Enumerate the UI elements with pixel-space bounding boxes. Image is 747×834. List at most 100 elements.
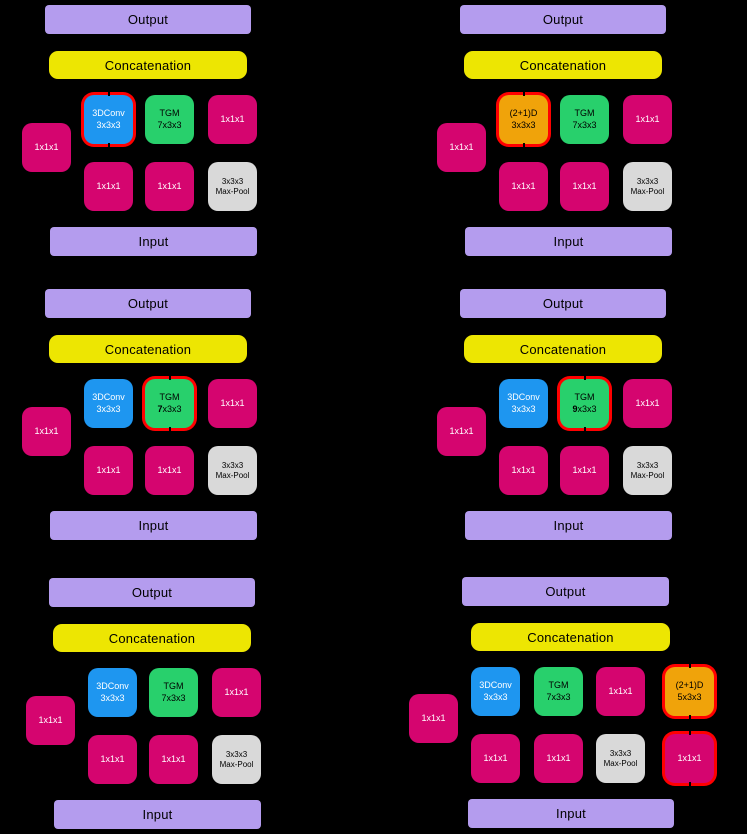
box-label: 1x1x1 [635,397,660,408]
left-1x1x1-box: 1x1x1 [26,696,75,745]
box-label-line2-rest: 3x3x3 [96,403,121,414]
maxpool-box: 3x3x3 Max-Pool [208,162,257,211]
box-label-line1: 3DConv [92,392,125,403]
input-label: Input [138,518,169,533]
box-label: 1x1x1 [449,141,474,152]
conv1x1x1-box: 1x1x1 [208,379,257,428]
box-label-line2-rest: 3x3x3 [96,119,121,130]
box-label-line2-rest: 7x3x3 [157,119,182,130]
box-label-line1: 3DConv [92,108,125,119]
output-bar: Output [462,577,669,606]
input-label: Input [553,234,584,249]
concatenation-label: Concatenation [104,341,192,357]
box-label-line1: 3x3x3 [221,176,244,186]
conv3d-box: 3DConv 3x3x3 [88,668,137,717]
tgm-box: TGM 7x3x3 [560,95,609,144]
conv1x1x1-box: 1x1x1 [560,446,609,495]
box-label: 1x1x1 [38,714,63,725]
box-label: 1x1x1 [34,141,59,152]
box-label-line2: 7x3x3 [546,692,570,703]
conv1x1x1-box: 1x1x1 [208,95,257,144]
conv3d-box: 3DConv 3x3x3 [84,379,133,428]
conv1x1x1-box: 1x1x1 [471,734,520,783]
input-label: Input [553,518,584,533]
box-label: 1x1x1 [511,464,536,475]
maxpool-box: 3x3x3 Max-Pool [208,446,257,495]
box-label: 1x1x1 [511,180,536,191]
concatenation-label: Concatenation [519,57,607,73]
conv3d-box: 3DConv 3x3x3 [84,91,133,148]
output-label: Output [542,296,584,311]
box-label-line1: TGM [574,392,595,403]
box-label-line1: TGM [574,108,595,119]
conv2plus1d-box: (2+1)D 3x3x3 [499,91,548,148]
concatenation-label: Concatenation [104,57,192,73]
box-label: 1x1x1 [677,752,702,763]
output-bar: Output [45,289,251,318]
input-bar: Input [465,511,672,540]
output-label: Output [131,585,173,600]
box-label: 1x1x1 [224,686,249,697]
conv1x1x1-box: 1x1x1 [84,446,133,495]
input-bar: Input [465,227,672,256]
box-label-line1: 3x3x3 [636,460,659,470]
panel-bottom-right: Output Concatenation 1x1x1 3DConv 3x3x3 … [409,577,747,829]
concatenation-label: Concatenation [108,630,196,646]
left-1x1x1-box: 1x1x1 [409,694,458,743]
left-1x1x1-box: 1x1x1 [437,123,486,172]
box-label-line2-rest: 5x3x3 [677,691,702,702]
box-label-line2-rest: 3x3x3 [483,691,508,702]
conv1x1x1-box: 1x1x1 [560,162,609,211]
box-label-line2-rest: 3x3x3 [100,692,125,703]
box-label-line2-rest: Max-Pool [630,186,665,196]
box-label-line2: Max-Pool [216,471,250,481]
tgm-box: TGM 7x3x3 [149,668,198,717]
box-label-line1: TGM [159,392,180,403]
output-label: Output [542,12,584,27]
box-label-line1: 3x3x3 [221,460,244,470]
output-bar: Output [49,578,255,607]
output-label: Output [545,584,586,599]
left-1x1x1-box: 1x1x1 [22,407,71,456]
box-label: 1x1x1 [100,753,125,764]
box-label-line2: Max-Pool [631,471,665,481]
panel-top-right: Output Concatenation 1x1x1 (2+1)D 3x3x3 … [437,5,747,257]
box-label-line1: TGM [159,108,180,119]
box-label: 1x1x1 [157,464,182,475]
output-bar: Output [460,5,666,34]
output-bar: Output [45,5,251,34]
box-label-line1: 3x3x3 [636,176,659,186]
input-bar: Input [50,227,257,256]
concatenation-bar: Concatenation [49,51,247,79]
maxpool-box: 3x3x3 Max-Pool [212,735,261,784]
concatenation-bar: Concatenation [471,623,670,651]
box-label-line1: 3DConv [479,680,512,691]
box-label: 1x1x1 [608,685,633,696]
box-label: 1x1x1 [96,180,121,191]
panel-middle-right: Output Concatenation 1x1x1 3DConv 3x3x3 … [437,289,747,541]
concatenation-label: Concatenation [527,629,614,645]
box-label-line2: 7x3x3 [157,404,181,415]
box-label-line2-rest: x3x3 [577,403,597,414]
input-bar: Input [468,799,674,828]
conv1x1x1-box: 1x1x1 [145,162,194,211]
box-label-line2: 3x3x3 [96,120,120,131]
box-label: 1x1x1 [220,397,245,408]
concatenation-bar: Concatenation [53,624,251,652]
tgm-box: TGM 7x3x3 [534,667,583,716]
box-label-line1: TGM [163,681,184,692]
box-label-line2: 7x3x3 [161,693,185,704]
conv3d-box: 3DConv 3x3x3 [499,379,548,428]
box-label: 1x1x1 [161,753,186,764]
box-label-line2: 7x3x3 [572,120,596,131]
box-label-line2: 3x3x3 [511,404,535,415]
conv1x1x1-box: 1x1x1 [499,446,548,495]
conv1x1x1-box: 1x1x1 [145,446,194,495]
box-label-line2: 3x3x3 [100,693,124,704]
output-label: Output [127,12,169,27]
conv1x1x1-box: 1x1x1 [534,734,583,783]
box-label: 1x1x1 [449,425,474,436]
box-label: 1x1x1 [34,425,59,436]
output-label: Output [127,296,169,311]
